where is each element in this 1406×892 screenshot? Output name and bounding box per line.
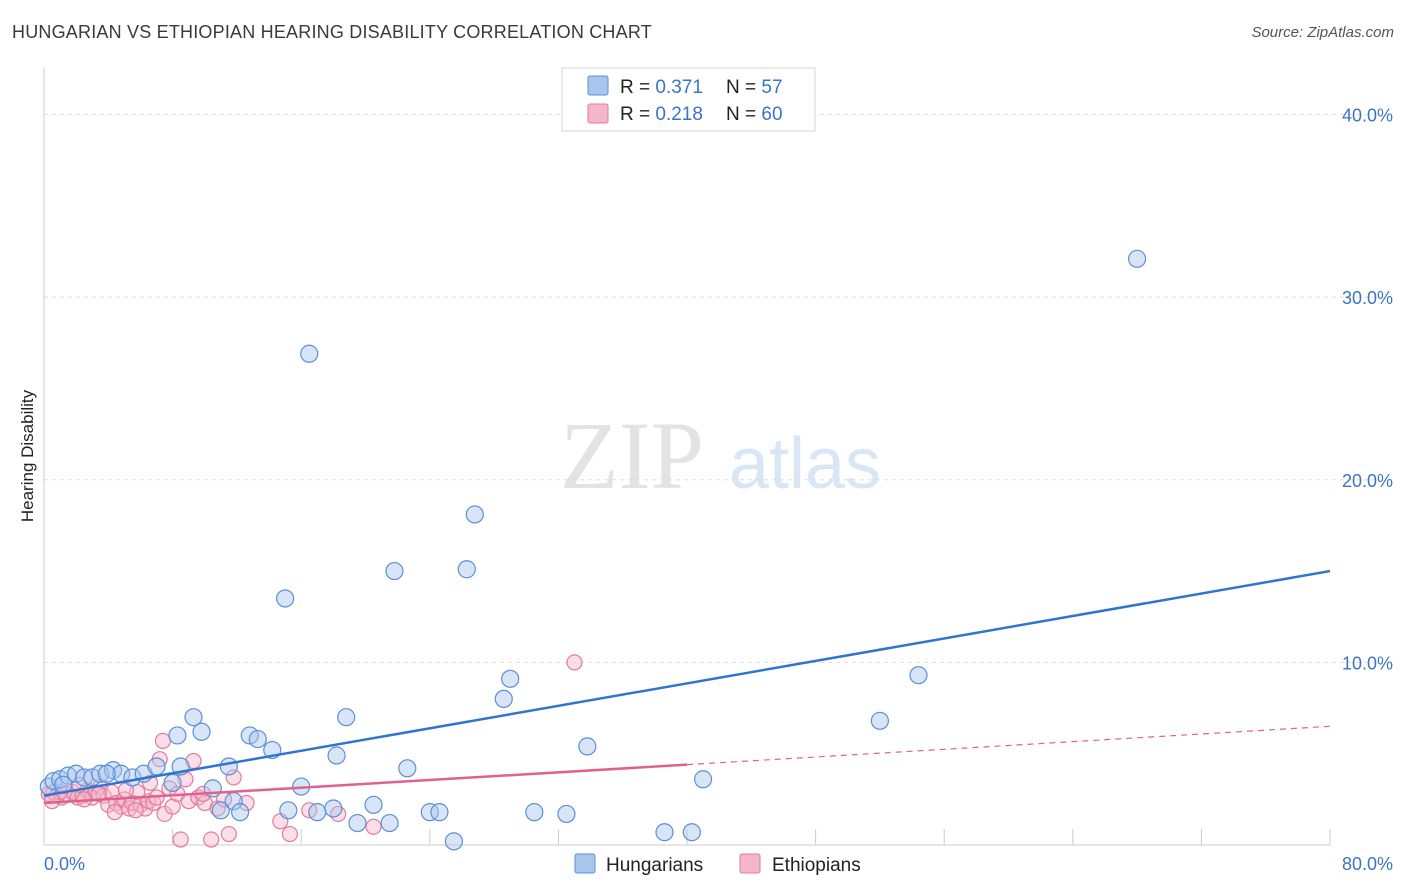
watermark-atlas: atlas	[729, 424, 881, 504]
legend-r-label-2: R =	[620, 104, 655, 125]
trend-ethiopians-solid	[43, 763, 688, 805]
point-ethiopian	[220, 825, 237, 843]
series-ethiopians	[40, 654, 583, 848]
point-hungarian	[231, 803, 250, 822]
point-hungarian	[300, 344, 319, 363]
grid-lines	[44, 114, 1375, 663]
source-credit: Source: ZipAtlas.com	[1251, 24, 1394, 41]
bottom-legend-ethiopians: Ethiopians	[772, 855, 861, 876]
point-ethiopian	[127, 802, 144, 819]
point-hungarian	[248, 729, 267, 749]
x-tick-max: 80.0%	[1342, 854, 1393, 874]
trend-ethiopians-dashed	[686, 725, 1331, 766]
point-hungarian	[337, 708, 356, 727]
point-hungarian	[184, 708, 203, 727]
legend-r-value-1: 0.371	[655, 77, 703, 98]
watermark-zip: ZIP	[560, 402, 704, 509]
point-ethiopian	[281, 825, 299, 843]
legend-n-label-2: N =	[726, 104, 761, 125]
trend-hungarians	[43, 569, 1331, 797]
legend-n-label-1: N =	[726, 77, 761, 98]
point-hungarian	[398, 759, 417, 778]
y-tick-label: 20.0%	[1342, 471, 1393, 491]
point-hungarian	[219, 757, 238, 776]
legend-row-1: R = 0.371 N = 57	[620, 77, 783, 98]
point-hungarian	[324, 799, 343, 818]
bottom-legend-swatch-hungarians	[574, 853, 596, 874]
point-hungarian	[494, 689, 513, 709]
point-hungarian	[327, 746, 346, 765]
point-hungarian	[465, 505, 484, 524]
point-hungarian	[380, 813, 399, 833]
chart-title: HUNGARIAN VS ETHIOPIAN HEARING DISABILIT…	[12, 22, 652, 42]
point-ethiopian	[106, 804, 123, 821]
point-ethiopian	[154, 732, 172, 750]
point-hungarian	[348, 813, 367, 833]
point-hungarian	[308, 803, 327, 822]
legend-n-value-2: 60	[761, 104, 782, 125]
legend-n-value-1: 57	[761, 77, 782, 98]
point-hungarian	[557, 804, 576, 824]
y-tick-label: 10.0%	[1342, 653, 1393, 673]
point-hungarian	[430, 803, 449, 822]
point-hungarian	[682, 823, 701, 842]
point-hungarian	[211, 801, 230, 820]
point-ethiopian	[141, 774, 159, 792]
point-hungarian	[693, 770, 713, 789]
point-hungarian	[457, 560, 476, 579]
legend-swatch-ethiopians	[587, 103, 609, 124]
series-legend: Hungarians Ethiopians	[574, 853, 861, 876]
y-tick-labels: 10.0% 20.0% 30.0% 40.0%	[1342, 106, 1393, 674]
legend-swatch-hungarians	[587, 75, 609, 96]
legend-r-value-2: 0.218	[655, 104, 703, 125]
point-hungarian	[192, 722, 211, 741]
point-hungarian	[501, 669, 520, 688]
point-hungarian	[147, 757, 166, 776]
point-hungarian	[578, 737, 597, 756]
point-ethiopian	[365, 818, 382, 835]
point-hungarian	[420, 803, 439, 822]
watermark: ZIP atlas	[560, 402, 881, 509]
point-hungarian	[655, 823, 674, 842]
point-hungarian	[870, 711, 890, 730]
y-tick-label: 30.0%	[1342, 288, 1393, 308]
bottom-legend-swatch-ethiopians	[739, 853, 761, 874]
point-hungarian	[168, 726, 187, 745]
point-hungarian	[97, 764, 116, 783]
y-tick-label: 40.0%	[1342, 106, 1393, 126]
point-hungarian	[1127, 249, 1147, 268]
point-hungarian	[276, 589, 295, 608]
point-hungarian	[385, 561, 404, 581]
point-ethiopian	[172, 831, 189, 848]
bottom-legend-hungarians: Hungarians	[606, 855, 703, 876]
point-ethiopian	[238, 794, 255, 812]
point-ethiopian	[566, 654, 583, 671]
legend-row-2: R = 0.218 N = 60	[620, 104, 783, 125]
point-ethiopian	[203, 831, 220, 848]
point-ethiopian	[225, 769, 242, 786]
point-hungarian	[444, 832, 464, 851]
point-hungarian	[525, 803, 544, 822]
x-minor-ticks	[172, 829, 1331, 845]
legend-r-label-1: R =	[620, 77, 655, 98]
point-hungarian	[909, 666, 928, 685]
point-hungarian	[364, 795, 383, 814]
point-hungarian	[163, 773, 182, 793]
trend-lines	[43, 569, 1331, 805]
correlation-legend: R = 0.371 N = 57 R = 0.218 N = 60	[561, 67, 816, 132]
series-hungarians	[39, 249, 1147, 851]
x-tick-min: 0.0%	[44, 854, 85, 874]
point-hungarian	[279, 801, 298, 820]
y-axis-label: Hearing Disability	[18, 389, 37, 522]
